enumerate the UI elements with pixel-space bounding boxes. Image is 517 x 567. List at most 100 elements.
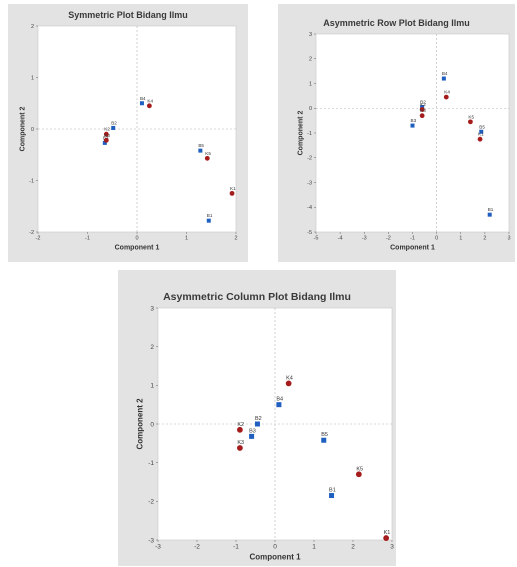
y-tick-label: 2 (31, 24, 34, 30)
y-tick-label: 1 (150, 383, 154, 390)
square-marker (249, 433, 255, 439)
square-marker (410, 123, 415, 128)
point-label: B2 (255, 416, 262, 422)
point-label: B3 (249, 428, 256, 434)
square-marker (276, 402, 282, 408)
chart-title: Symmetric Plot Bidang Ilmu (68, 10, 188, 20)
x-tick-label: -2 (36, 236, 41, 242)
circle-marker (443, 94, 449, 100)
x-tick-label: -4 (338, 236, 343, 242)
x-tick-label: 0 (135, 236, 138, 242)
circle-marker (146, 103, 152, 109)
x-tick-label: 0 (435, 236, 438, 242)
x-tick-label: -1 (410, 236, 415, 242)
point-label: K4 (147, 98, 153, 103)
square-marker (206, 218, 211, 223)
circle-marker (103, 137, 109, 143)
point-label: B2 (420, 100, 426, 105)
square-marker (321, 437, 327, 443)
y-tick-label: -3 (307, 180, 312, 186)
point-label: K1 (478, 132, 484, 137)
point-label: K2 (420, 102, 426, 107)
x-tick-label: 3 (507, 236, 510, 242)
y-tick-label: 1 (309, 81, 312, 87)
x-tick-label: 2 (351, 544, 355, 551)
x-tick-label: -2 (386, 236, 391, 242)
point-label: K3 (237, 440, 244, 446)
circle-marker (237, 445, 243, 451)
y-axis-label: Component 2 (297, 111, 304, 156)
y-tick-label: -2 (148, 499, 154, 506)
y-tick-label: -4 (307, 205, 312, 211)
y-tick-label: -3 (148, 537, 154, 544)
chart-svg: Symmetric Plot Bidang Ilmu -2 -1 0 1 2 -2 -1 0 1 2… (19, 10, 237, 252)
circle-marker (355, 471, 362, 478)
x-tick-label: 1 (459, 236, 462, 242)
point-label: B4 (276, 397, 283, 403)
circle-marker (285, 380, 292, 387)
y-tick-label: -5 (307, 230, 312, 236)
x-axis-label: Component 1 (115, 245, 160, 252)
chart-svg: Asymmetric Column Plot Bidang Ilmu -3 -2 -1… (136, 291, 394, 562)
point-label: K3 (104, 133, 110, 138)
symmetric-plot-panel: Symmetric Plot Bidang Ilmu -2 -1 0 1 2 -2 -1 0 1 2… (8, 4, 248, 262)
x-tick-label: 1 (185, 236, 188, 242)
point-label: K4 (444, 90, 450, 95)
x-axis-label: Component 1 (390, 245, 435, 252)
point-label: B4 (140, 96, 146, 101)
point-label: B1 (329, 488, 336, 494)
x-tick-label: -1 (233, 544, 239, 551)
point-label: K1 (230, 186, 236, 191)
y-tick-label: 3 (309, 32, 312, 38)
point-label: K3 (420, 108, 426, 113)
point-label: B3 (103, 135, 109, 140)
plot-area (315, 33, 510, 233)
point-label: B1 (207, 213, 213, 218)
y-tick-label: 0 (31, 127, 34, 133)
square-marker (102, 140, 107, 145)
point-label: B5 (198, 143, 204, 148)
point-label: B2 (111, 120, 117, 125)
chart-svg: Asymmetric Row Plot Bidang Ilmu -5 -4 -3 -2 -… (297, 18, 510, 252)
point-label: B5 (479, 124, 485, 129)
point-label: K5 (468, 114, 474, 119)
point-label: B1 (488, 207, 494, 212)
point-label: K5 (356, 466, 363, 472)
y-tick-label: 0 (309, 106, 312, 112)
y-tick-label: -1 (29, 178, 34, 184)
circle-marker (237, 426, 243, 433)
asymmetric-column-plot-panel: Asymmetric Column Plot Bidang Ilmu -3 -2 -1… (118, 270, 396, 566)
chart-title: Asymmetric Row Plot Bidang Ilmu (323, 18, 470, 28)
circle-marker (229, 190, 235, 196)
x-tick-label: 3 (390, 544, 394, 551)
point-label: B4 (442, 71, 448, 76)
x-tick-label: 1 (312, 544, 316, 551)
square-marker (254, 421, 260, 427)
x-tick-label: -3 (362, 236, 367, 242)
square-marker (487, 212, 492, 217)
x-tick-label: -5 (314, 236, 319, 242)
chart-title: Asymmetric Column Plot Bidang Ilmu (163, 291, 351, 303)
x-tick-label: 2 (483, 236, 486, 242)
square-marker (111, 125, 116, 130)
square-marker (441, 76, 446, 81)
x-tick-label: 2 (234, 236, 237, 242)
y-tick-label: 1 (31, 75, 34, 81)
point-label: K2 (104, 127, 110, 132)
y-tick-label: -1 (148, 460, 154, 467)
asymmetric-row-plot-panel: Asymmetric Row Plot Bidang Ilmu -5 -4 -3 -2 -… (278, 4, 515, 262)
circle-marker (477, 136, 483, 142)
circle-marker (103, 131, 109, 137)
point-label: B3 (411, 118, 417, 123)
circle-marker (204, 155, 210, 161)
square-marker (479, 129, 484, 134)
x-tick-label: -3 (155, 544, 161, 551)
y-axis-label: Component 2 (136, 398, 145, 450)
circle-marker (468, 119, 473, 125)
x-tick-label: 0 (273, 544, 277, 551)
square-marker (198, 148, 203, 153)
y-tick-label: -1 (307, 131, 312, 137)
y-tick-label: 2 (309, 57, 312, 63)
square-marker (329, 493, 335, 499)
point-label: K2 (237, 422, 244, 428)
